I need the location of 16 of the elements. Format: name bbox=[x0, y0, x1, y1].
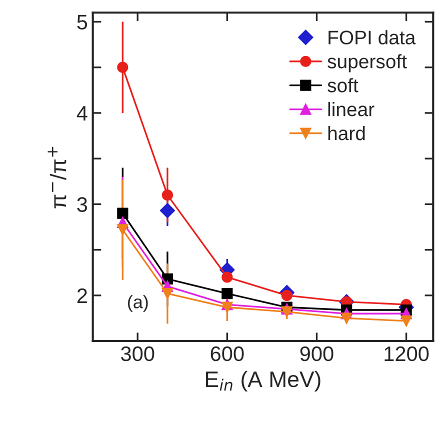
x-tick-label: 600 bbox=[210, 346, 244, 362]
legend-label: linear bbox=[328, 102, 374, 116]
y-tick-label: 5 bbox=[77, 14, 88, 30]
x-tick-label: 1200 bbox=[384, 346, 429, 362]
y-tick-label: 2 bbox=[77, 288, 87, 303]
x-tick-label: 900 bbox=[300, 346, 334, 362]
annotation: (a) bbox=[128, 295, 148, 312]
x-axis-title: E$_{in}$ (A MeV) bbox=[206, 370, 320, 392]
legend-label: FOPI data bbox=[328, 30, 416, 44]
x-tick-label: 300 bbox=[121, 346, 154, 362]
legend-label: hard bbox=[328, 126, 365, 140]
y-tick-label: 3 bbox=[77, 197, 88, 212]
y-axis-title: π$^{−}$/π$^{+}$ bbox=[48, 146, 66, 208]
legend-label: soft bbox=[328, 78, 358, 92]
y-tick-label: 4 bbox=[76, 106, 88, 121]
legend-label: supersoft bbox=[328, 54, 407, 72]
